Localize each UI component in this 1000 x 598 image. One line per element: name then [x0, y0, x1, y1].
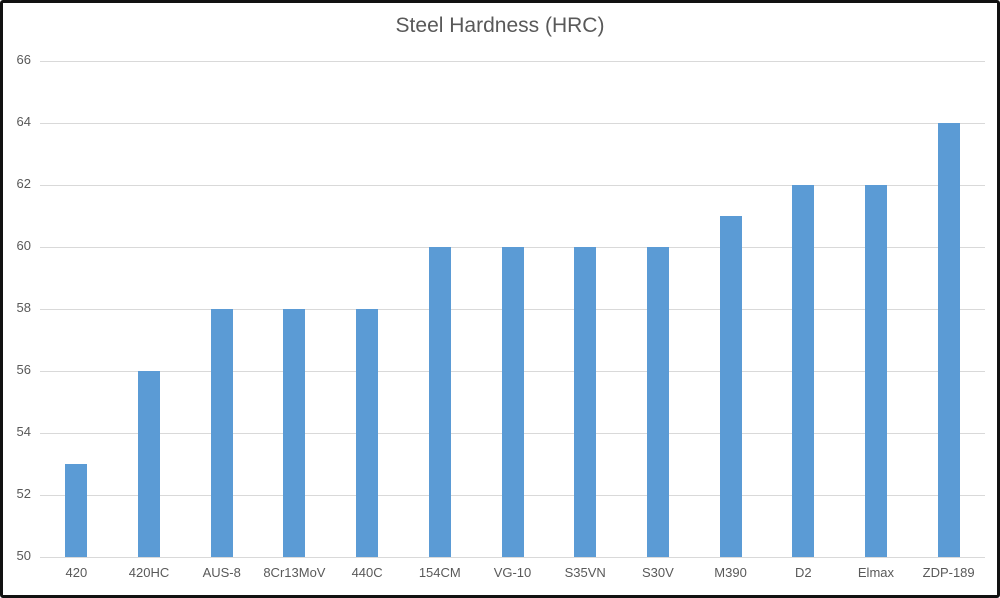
x-axis-label: M390: [714, 565, 747, 580]
x-axis-label: 420: [65, 565, 88, 580]
x-axis-label: 8Cr13MoV: [263, 565, 326, 580]
bar-vg-10: [501, 247, 524, 557]
gridline-y-62: [40, 185, 985, 186]
y-axis-label: 66: [16, 52, 31, 67]
y-axis-label: 56: [16, 362, 31, 377]
x-axis-label: 420HC: [128, 565, 170, 580]
y-axis-label: 58: [16, 300, 31, 315]
bar-8cr13mov: [283, 309, 306, 557]
gridline-y-64: [40, 123, 985, 124]
x-axis-label: VG-10: [493, 565, 532, 580]
y-axis-label: 50: [16, 548, 31, 563]
x-axis-label: 440C: [351, 565, 383, 580]
bar-s30v: [646, 247, 669, 557]
x-axis-label: ZDP-189: [922, 565, 975, 580]
x-axis-label: AUS-8: [202, 565, 241, 580]
bar-154cm: [428, 247, 451, 557]
bar-420: [65, 464, 88, 557]
bar-420hc: [138, 371, 161, 557]
bar-elmax: [864, 185, 887, 557]
bar-d2: [792, 185, 815, 557]
y-axis-label: 64: [16, 114, 31, 129]
x-axis-label: Elmax: [857, 565, 895, 580]
x-axis-label: S35VN: [564, 565, 606, 580]
y-axis-label: 54: [16, 424, 31, 439]
gridline-y-66: [40, 61, 985, 62]
x-axis-label: D2: [794, 565, 812, 580]
gridline-y-50: [40, 557, 985, 558]
bar-aus-8: [210, 309, 233, 557]
x-axis-label: 154CM: [418, 565, 461, 580]
y-axis-label: 52: [16, 486, 31, 501]
x-axis-label: S30V: [641, 565, 674, 580]
bar-m390: [719, 216, 742, 557]
y-axis-label: 60: [16, 238, 31, 253]
bar-zdp-189: [937, 123, 960, 557]
y-axis-label: 62: [16, 176, 31, 191]
chart-title: Steel Hardness (HRC): [395, 14, 605, 37]
bar-440c: [356, 309, 379, 557]
bar-s35vn: [574, 247, 597, 557]
